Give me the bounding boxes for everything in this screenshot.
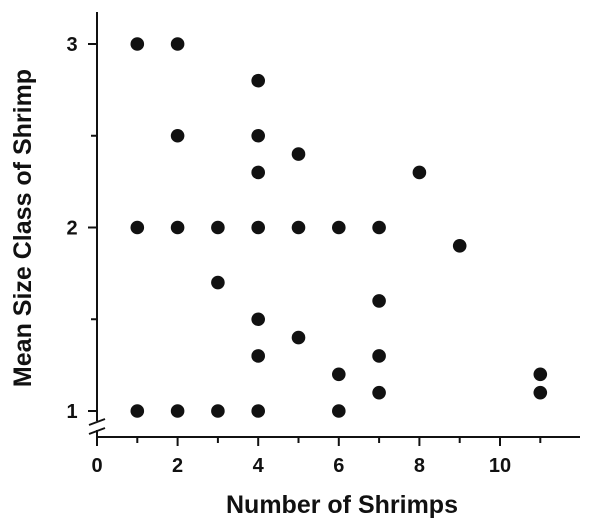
data-point	[251, 312, 265, 327]
data-point	[332, 220, 346, 235]
data-point	[533, 367, 548, 382]
data-point	[130, 37, 145, 51]
data-point	[412, 165, 427, 180]
x-axis-ticks: 0 2 4 6 8 10	[91, 437, 542, 477]
x-tick-label: 6	[333, 455, 344, 477]
x-tick-label: 2	[172, 455, 183, 477]
data-point	[251, 349, 265, 363]
data-point	[332, 404, 346, 418]
data-point	[251, 404, 265, 418]
data-point	[372, 220, 386, 235]
data-point	[291, 220, 306, 235]
x-tick-label: 8	[414, 455, 425, 477]
x-tick-label: 0	[91, 455, 102, 477]
y-tick-label: 1	[66, 401, 77, 423]
y-axis-break-mark	[88, 418, 106, 435]
y-axis-ticks: 1 2 3	[66, 34, 97, 423]
data-point	[211, 220, 225, 235]
data-point	[251, 73, 265, 88]
axis-break-stroke	[88, 427, 106, 435]
axis-break-stroke	[88, 418, 106, 426]
data-point	[372, 385, 386, 400]
data-point	[332, 367, 346, 382]
data-point	[291, 330, 306, 345]
y-tick-label: 3	[66, 34, 77, 56]
data-point	[170, 220, 185, 235]
x-tick-label: 10	[489, 455, 511, 477]
y-axis-title: Mean Size Class of Shrimp	[9, 69, 37, 387]
data-point	[533, 385, 548, 400]
x-tick-label: 4	[253, 455, 265, 477]
data-point	[211, 404, 225, 418]
data-point	[372, 294, 386, 308]
data-point	[251, 165, 265, 180]
data-point	[251, 128, 265, 143]
y-tick-label: 2	[66, 218, 77, 240]
data-point	[130, 404, 145, 418]
x-axis-title: Number of Shrimps	[226, 491, 458, 519]
data-point	[251, 220, 265, 235]
data-point	[170, 404, 185, 418]
data-point	[211, 275, 225, 290]
data-point	[130, 220, 145, 235]
data-point	[372, 349, 386, 363]
data-points	[130, 37, 548, 418]
data-point	[291, 147, 306, 161]
data-point	[170, 37, 185, 51]
data-point	[452, 239, 467, 253]
data-point	[170, 128, 185, 143]
